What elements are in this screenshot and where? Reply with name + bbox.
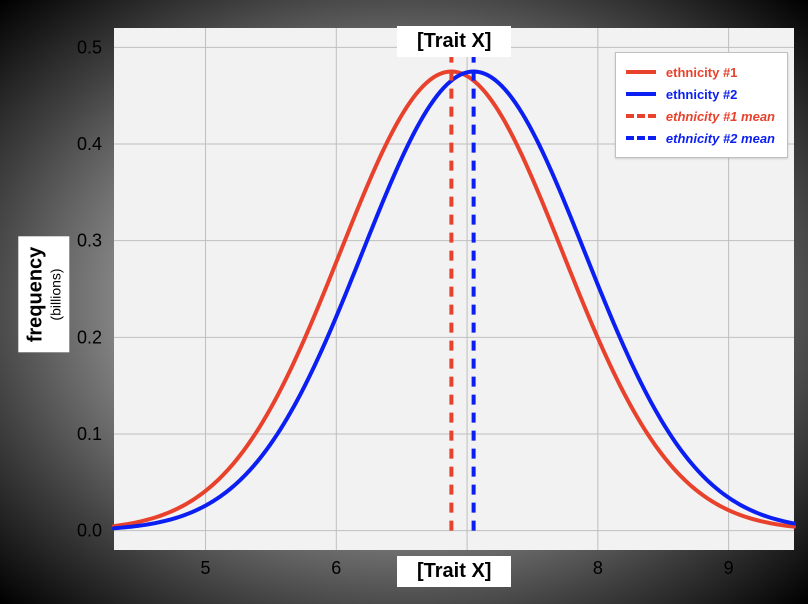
y-tick-label: 0.2	[77, 327, 102, 347]
y-axis-label: frequency (billions)	[18, 237, 69, 353]
y-tick-label: 0.0	[77, 521, 102, 541]
y-axis-label-sub: (billions)	[47, 247, 63, 343]
y-tick-label: 0.3	[77, 231, 102, 251]
x-axis-label: [Trait X]	[397, 556, 511, 587]
legend-label: ethnicity #2	[666, 87, 738, 102]
chart-title-text: [Trait X]	[417, 30, 491, 52]
mean-lines-layer	[451, 47, 473, 530]
x-tick-label: 6	[331, 558, 341, 578]
legend-item: ethnicity #2 mean	[626, 127, 775, 149]
x-tick-label: 5	[201, 558, 211, 578]
y-tick-label: 0.1	[77, 424, 102, 444]
legend-label: ethnicity #1	[666, 65, 738, 80]
legend-item: ethnicity #1	[626, 61, 775, 83]
y-axis: 0.0 0.1 0.2 0.3 0.4 0.5	[77, 37, 102, 540]
x-tick-label: 8	[593, 558, 603, 578]
y-tick-label: 0.4	[77, 134, 102, 154]
legend: ethnicity #1 ethnicity #2 ethnicity #1 mea…	[615, 52, 788, 158]
legend-swatch	[626, 136, 656, 140]
x-axis-label-text: [Trait X]	[417, 560, 491, 582]
legend-label: ethnicity #2 mean	[666, 131, 775, 146]
legend-item: ethnicity #1 mean	[626, 105, 775, 127]
legend-swatch	[626, 92, 656, 96]
chart-container: 56789 0.00.10.20.30.40.5 [Trait X] [Trai…	[40, 14, 800, 590]
y-axis-label-main: frequency	[24, 247, 47, 343]
legend-label: ethnicity #1 mean	[666, 109, 775, 124]
legend-item: ethnicity #2	[626, 83, 775, 105]
legend-swatch	[626, 70, 656, 74]
x-tick-label: 9	[724, 558, 734, 578]
chart-title: [Trait X]	[397, 26, 511, 57]
legend-swatch	[626, 114, 656, 118]
y-tick-label: 0.5	[77, 37, 102, 57]
